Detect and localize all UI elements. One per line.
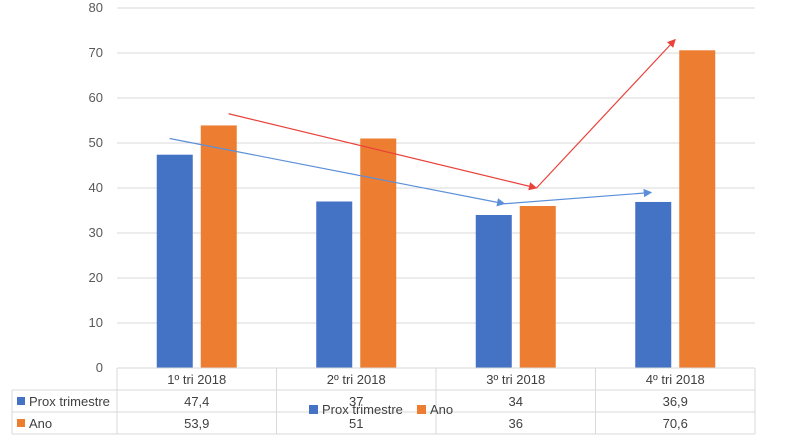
data-label: 34 (509, 394, 523, 409)
legend-entry: Ano (430, 402, 453, 417)
data-label: 53,9 (184, 416, 209, 431)
bar-ano (679, 50, 716, 369)
bars (156, 50, 716, 369)
y-tick-label: 80 (89, 0, 103, 15)
legend-entry: Prox trimestre (322, 402, 403, 417)
y-axis-ticks: 0 10 20 30 40 50 60 70 80 (89, 0, 103, 375)
trend-arrows (169, 38, 676, 207)
bar-ano (360, 138, 397, 368)
red-trend-arrow (228, 113, 538, 191)
y-tick-label: 70 (89, 45, 103, 60)
data-label: 47,4 (184, 394, 209, 409)
y-tick-label: 10 (89, 315, 103, 330)
y-tick-label: 50 (89, 135, 103, 150)
bar-prox-trimestre (156, 154, 193, 368)
red-trend-arrow (536, 38, 676, 189)
bar-prox-trimestre (475, 215, 512, 368)
y-tick-label: 0 (96, 360, 103, 375)
blue-trend-arrow (169, 137, 506, 207)
data-label: 36,9 (663, 394, 688, 409)
bar-prox-trimestre (316, 201, 353, 368)
bar-ano (519, 206, 556, 368)
data-table: 1º tri 2018 2º tri 2018 3º tri 2018 4º tri … (11, 367, 756, 435)
legend-swatch (309, 405, 318, 414)
x-tick-label: 2º tri 2018 (327, 372, 386, 387)
bar-prox-trimestre (635, 201, 672, 368)
series-name: Prox trimestre (29, 394, 110, 409)
x-tick-label: 4º tri 2018 (646, 372, 705, 387)
y-tick-label: 30 (89, 225, 103, 240)
data-label: 37 (349, 394, 363, 409)
y-tick-label: 40 (89, 180, 103, 195)
x-tick-label: 3º tri 2018 (486, 372, 545, 387)
x-tick-label: 1º tri 2018 (167, 372, 226, 387)
legend-swatch (417, 405, 426, 414)
data-label: 70,6 (663, 416, 688, 431)
y-tick-label: 20 (89, 270, 103, 285)
data-label: 36 (509, 416, 523, 431)
legend-key (17, 397, 25, 405)
series-name: Ano (29, 416, 52, 431)
data-label: 51 (349, 416, 363, 431)
y-tick-label: 60 (89, 90, 103, 105)
blue-trend-arrow (504, 188, 653, 205)
bar-ano (200, 125, 237, 368)
legend-key (17, 419, 25, 427)
